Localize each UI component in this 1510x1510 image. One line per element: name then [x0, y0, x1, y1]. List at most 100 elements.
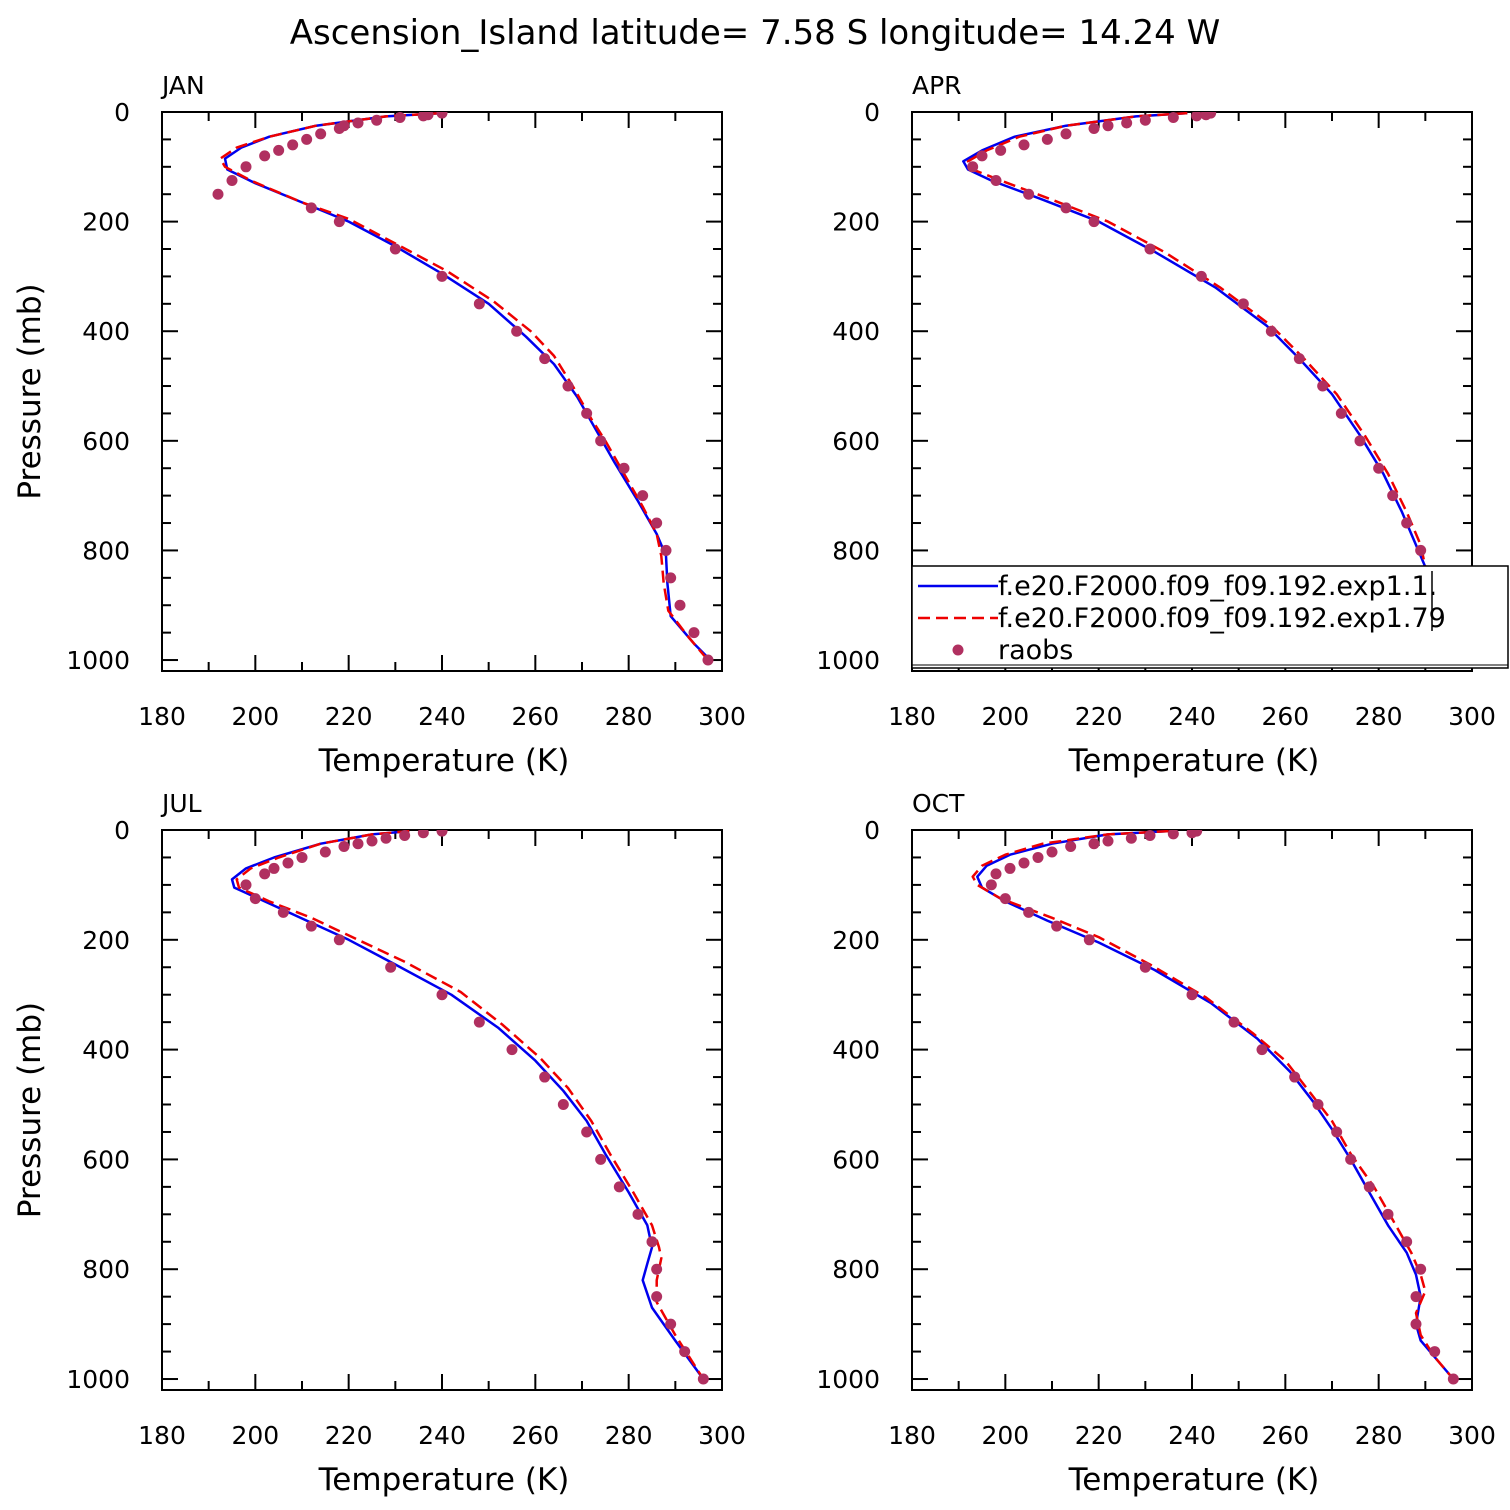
- x-tick-label: 180: [888, 702, 936, 731]
- panel-title: JAN: [160, 71, 205, 100]
- raobs-point: [226, 175, 238, 187]
- y-tick-label: 200: [82, 926, 130, 955]
- x-tick-label: 200: [981, 702, 1029, 731]
- raobs-point: [333, 934, 345, 946]
- raobs-point: [660, 544, 672, 556]
- x-tick-label: 240: [418, 702, 466, 731]
- raobs-point: [1186, 989, 1198, 1001]
- x-tick-label: 260: [511, 702, 559, 731]
- raobs-point: [417, 830, 429, 839]
- raobs-point: [436, 112, 448, 119]
- raobs-point: [1186, 830, 1198, 839]
- x-tick-label: 300: [1448, 702, 1496, 731]
- raobs-point: [1046, 846, 1058, 858]
- y-tick-label: 0: [114, 816, 130, 845]
- raobs-point: [296, 851, 308, 863]
- raobs-point: [679, 1346, 691, 1358]
- raobs-point: [1447, 1373, 1459, 1385]
- y-tick-label: 600: [82, 427, 130, 456]
- raobs-point: [1167, 112, 1179, 123]
- x-tick-label: 280: [605, 702, 653, 731]
- y-tick-label: 1000: [66, 1365, 130, 1394]
- panels: JAN 180 200 220 240 260 280 300 0 200 400 600 800 100…: [12, 71, 1509, 1498]
- raobs-point: [352, 117, 364, 129]
- y-tick-label: 400: [82, 1036, 130, 1065]
- panel-title: OCT: [912, 789, 965, 818]
- y-tick-label: 800: [82, 1255, 130, 1284]
- x-tick-label: 300: [698, 702, 746, 731]
- y-tick-label: 400: [82, 317, 130, 346]
- legend-label: f.e20.F2000.f09_f09.192.exp1.1.: [998, 571, 1437, 602]
- raobs-point: [637, 490, 649, 502]
- raobs-point: [1415, 1263, 1427, 1275]
- raobs-point: [990, 868, 1002, 880]
- panel-title: JUL: [160, 789, 202, 818]
- raobs-point: [1200, 112, 1212, 121]
- raobs-point: [1018, 857, 1030, 869]
- y-tick-label: 0: [864, 816, 880, 845]
- raobs-point: [282, 857, 294, 869]
- raobs-point: [1312, 1099, 1324, 1111]
- raobs-point: [1354, 435, 1366, 447]
- raobs-point: [1125, 832, 1137, 844]
- raobs-point: [240, 879, 252, 891]
- x-tick-label: 200: [231, 702, 279, 731]
- raobs-point: [1060, 202, 1072, 214]
- raobs-point: [1023, 906, 1035, 918]
- y-tick-label: 1000: [816, 646, 880, 675]
- raobs-point: [1060, 128, 1072, 140]
- raobs-point: [436, 830, 448, 837]
- raobs-point: [1401, 517, 1413, 529]
- raobs-point: [1331, 1126, 1343, 1138]
- x-tick-label: 280: [605, 1421, 653, 1450]
- raobs-point: [581, 407, 593, 419]
- raobs-point: [1004, 862, 1016, 874]
- raobs-point: [371, 114, 383, 126]
- raobs-point: [1195, 270, 1207, 282]
- raobs-point: [352, 838, 364, 850]
- raobs-point: [1088, 216, 1100, 228]
- raobs-point: [557, 1099, 569, 1111]
- raobs-point: [1335, 407, 1347, 419]
- x-tick-label: 300: [1448, 1421, 1496, 1450]
- raobs-point: [305, 920, 317, 932]
- y-tick-label: 800: [82, 536, 130, 565]
- x-tick-label: 220: [1075, 1421, 1123, 1450]
- raobs-point: [417, 112, 429, 122]
- raobs-point: [338, 840, 350, 852]
- panel-oct: OCT 180 200 220 240 260 280 300 0 200 400 600 800 100…: [816, 789, 1495, 1498]
- raobs-point: [389, 243, 401, 255]
- raobs-point: [995, 144, 1007, 156]
- x-tick-label: 240: [1168, 1421, 1216, 1450]
- raobs-point: [1317, 380, 1329, 392]
- raobs-point: [1410, 1318, 1422, 1330]
- raobs-point: [665, 1318, 677, 1330]
- x-tick-label: 200: [231, 1421, 279, 1450]
- raobs-point: [1051, 920, 1063, 932]
- raobs-point: [315, 128, 327, 140]
- y-tick-label: 200: [832, 926, 880, 955]
- raobs-point: [985, 879, 997, 891]
- x-axis-label: Temperature (K): [318, 1462, 570, 1498]
- raobs-point: [539, 353, 551, 365]
- raobs-point: [1256, 1044, 1268, 1056]
- raobs-point: [1139, 961, 1151, 973]
- raobs-point: [506, 1044, 518, 1056]
- raobs-point: [1088, 838, 1100, 850]
- plot-data: [971, 830, 1459, 1385]
- raobs-point: [319, 846, 331, 858]
- y-tick-label: 400: [832, 317, 880, 346]
- raobs-point: [1023, 188, 1035, 200]
- raobs-point: [651, 1291, 663, 1303]
- raobs-point: [1121, 117, 1133, 129]
- raobs-point: [511, 325, 523, 337]
- raobs-point: [990, 175, 1002, 187]
- y-tick-label: 1000: [816, 1365, 880, 1394]
- raobs-point: [1167, 830, 1179, 840]
- x-tick-label: 180: [138, 702, 186, 731]
- panel-apr: APR 180 200 220 240 260 280 300 0 200 400 600 800 100…: [816, 71, 1509, 779]
- raobs-point: [976, 150, 988, 162]
- raobs-point: [1032, 851, 1044, 863]
- x-tick-label: 280: [1355, 1421, 1403, 1450]
